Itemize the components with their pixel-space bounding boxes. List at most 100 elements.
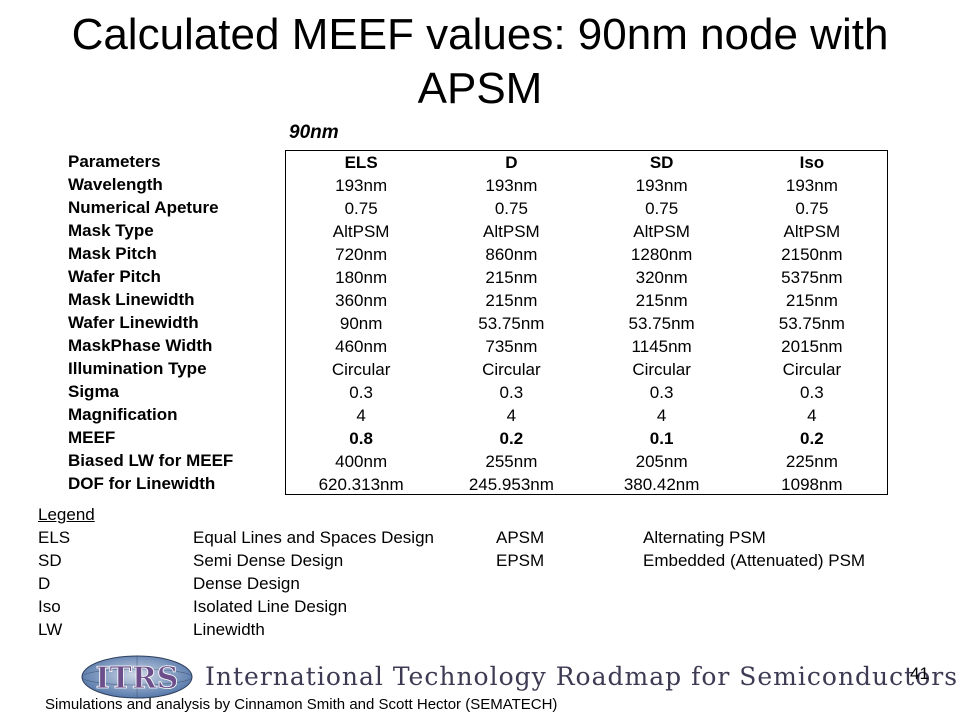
table-row: AltPSM AltPSM AltPSM AltPSM [286,220,887,243]
table-cell: 245.953nm [468,475,554,494]
table-cell: 1145nm [631,337,692,356]
table-cell: AltPSM [783,222,841,241]
parameter-label: Sigma [68,382,120,401]
table-cell: 255nm [485,452,538,471]
itrs-logo-text: ITRS [96,661,179,696]
table-row: 720nm 860nm 1280nm 2150nm [286,243,887,266]
table-cell: 2015nm [781,337,843,356]
table-cell: 620.313nm [318,475,404,494]
table-cell: 1280nm [630,245,693,264]
table-cell: Circular [331,360,391,379]
parameter-label: Parameters [68,152,161,171]
table-cell: 860nm [485,245,538,264]
table-cell: 360nm [335,291,388,310]
table-cell: 0.8 [349,429,373,448]
table-cell: 0.75 [344,199,378,218]
parameter-label: DOF for Linewidth [68,474,216,493]
table-cell: 215nm [485,291,538,310]
table-cell: Circular [482,360,541,379]
parameter-column: Parameters Wavelength Numerical Apeture Mas… [68,150,268,495]
table-cell: 0.2 [499,429,524,448]
table-cell: AltPSM [633,222,690,241]
parameter-label: Mask Linewidth [68,290,195,309]
table-cell: 4 [656,406,667,425]
table-cell: 53.75nm [778,314,845,333]
legend-row: D Dense Design [38,572,918,595]
table-row: 0.8 0.2 0.1 0.2 [286,427,887,450]
legend-row: LW Linewidth [38,618,918,641]
table-row: 460nm 735nm 1145nm 2015nm [286,335,887,358]
table-cell: 193nm [335,176,388,195]
table-cell: 215nm [785,291,838,310]
table-row: 360nm 215nm 215nm 215nm [286,289,887,312]
table-row: Circular Circular Circular Circular [286,358,887,381]
table-cell: 0.75 [795,199,829,218]
table-cell: 193nm [485,176,538,195]
legend-description: Equal Lines and Spaces Design [193,528,434,547]
table-cell: 0.3 [649,383,674,402]
legend-description: Dense Design [193,574,300,593]
parameter-label: Magnification [68,405,178,424]
table-row: 193nm 193nm 193nm 193nm [286,174,887,197]
table-cell: 0.2 [800,429,824,448]
values-table: ELS D SD Iso 193nm 193nm 193nm 193nm 0.75 0.75 0.7… [285,150,888,495]
table-cell: 4 [807,406,817,425]
table-row: 0.75 0.75 0.75 0.75 [286,197,887,220]
legend-row: ELS Equal Lines and Spaces Design APSM Alte… [38,526,918,549]
legend-abbreviation: LW [38,620,63,639]
table-row: 0.3 0.3 0.3 0.3 [286,381,887,404]
table-cell: 193nm [785,176,838,195]
table-cell: 460nm [335,337,388,356]
table-cell: 180nm [335,268,388,287]
legend: Legend ELS Equal Lines and Spaces Design A… [38,503,918,641]
legend-row: Iso Isolated Line Design [38,595,918,618]
column-header: D [505,153,518,172]
table-row: 90nm 53.75nm 53.75nm 53.75nm [286,312,887,335]
table-cell: 0.3 [499,383,524,402]
legend-abbreviation: Iso [38,597,61,616]
table-cell: 53.75nm [478,314,545,333]
footer-credit: Simulations and analysis by Cinnamon Smi… [45,696,558,713]
table-cell: 215nm [635,291,688,310]
itrs-logo: ITRS [81,655,193,699]
legend-abbreviation: SD [38,551,62,570]
parameter-label: Mask Type [68,221,154,240]
legend-description: Semi Dense Design [193,551,344,570]
parameter-label: MaskPhase Width [68,336,213,355]
table-cell: 2150nm [781,245,843,264]
table-cell: 215nm [485,268,538,287]
table-cell: 380.42nm [623,475,700,494]
parameter-label: Illumination Type [68,359,207,378]
table-cell: Circular [782,360,842,379]
table-cell: AltPSM [483,222,540,241]
table-cell: 1098nm [781,475,843,494]
table-row: 400nm 255nm 205nm 225nm [286,450,887,473]
column-header: SD [649,153,674,172]
column-header: ELS [344,153,378,172]
table-cell: 4 [356,406,366,425]
legend-description: Embedded (Attenuated) PSM [643,551,866,570]
legend-abbreviation: ELS [38,528,71,547]
table-cell: Circular [632,360,691,379]
legend-description: Linewidth [193,620,265,639]
table-cell: 0.75 [645,199,679,218]
legend-row: SD Semi Dense Design EPSM Embedded (Attenua… [38,549,918,572]
legend-description: Alternating PSM [643,528,766,547]
legend-description: Isolated Line Design [193,597,348,616]
table-cell: 735nm [485,337,538,356]
table-cell: 53.75nm [628,314,695,333]
legend-abbreviation: APSM [496,528,545,547]
banner-text: International Technology Roadmap for Sem… [205,662,959,691]
legend-abbreviation: EPSM [496,551,545,570]
legend-title: Legend [38,505,95,524]
parameter-label: Wafer Pitch [68,267,161,286]
table-cell: 0.3 [800,383,824,402]
legend-abbreviation: D [38,574,51,593]
parameter-label: Wafer Linewidth [68,313,199,332]
parameter-label: MEEF [68,428,116,447]
page-number: 41 [910,664,929,683]
itrs-banner: ITRS International Technology Roadmap fo… [80,655,957,700]
table-header-row: ELS D SD Iso [286,151,887,174]
parameter-label: Numerical Apeture [68,198,219,217]
column-header: Iso [799,153,825,172]
